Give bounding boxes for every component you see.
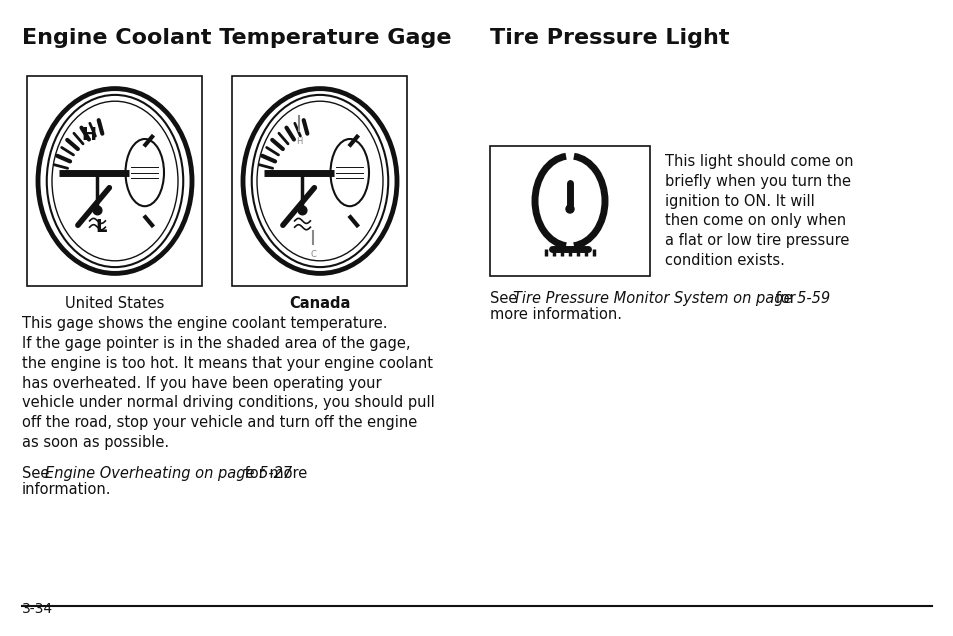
Circle shape	[297, 206, 307, 215]
Ellipse shape	[256, 101, 382, 261]
Bar	[28, 76, 202, 286]
Text: H: H	[295, 137, 302, 146]
Text: This gage shows the engine coolant temperature.: This gage shows the engine coolant tempe…	[22, 316, 387, 331]
Text: Engine Coolant Temperature Gage: Engine Coolant Temperature Gage	[22, 28, 451, 48]
Ellipse shape	[243, 88, 396, 273]
Text: for more: for more	[240, 466, 307, 481]
Text: Canada: Canada	[289, 296, 351, 311]
Text: Engine Overheating on page 5-27: Engine Overheating on page 5-27	[45, 466, 292, 481]
Circle shape	[93, 206, 102, 215]
Text: United States: United States	[65, 296, 165, 311]
Ellipse shape	[47, 95, 183, 267]
Text: information.: information.	[22, 482, 112, 497]
Bar	[490, 146, 649, 276]
Ellipse shape	[126, 139, 164, 206]
Ellipse shape	[52, 101, 178, 261]
Text: for: for	[770, 291, 795, 306]
Text: H: H	[81, 126, 96, 144]
Text: L: L	[95, 218, 107, 236]
Text: C: C	[310, 251, 315, 259]
Text: If the gage pointer is in the shaded area of the gage,
the engine is too hot. It: If the gage pointer is in the shaded are…	[22, 336, 435, 450]
Ellipse shape	[252, 95, 388, 267]
Text: Tire Pressure Light: Tire Pressure Light	[490, 28, 729, 48]
Text: more information.: more information.	[490, 307, 621, 322]
Text: Tire Pressure Monitor System on page 5-59: Tire Pressure Monitor System on page 5-5…	[513, 291, 829, 306]
Text: See: See	[22, 466, 54, 481]
Text: See: See	[490, 291, 521, 306]
Text: This light should come on
briefly when you turn the
ignition to ON. It will
then: This light should come on briefly when y…	[664, 154, 853, 268]
Bar	[233, 76, 407, 286]
Ellipse shape	[38, 88, 192, 273]
Circle shape	[565, 205, 574, 213]
Ellipse shape	[330, 139, 369, 206]
Text: 3-34: 3-34	[22, 602, 53, 616]
